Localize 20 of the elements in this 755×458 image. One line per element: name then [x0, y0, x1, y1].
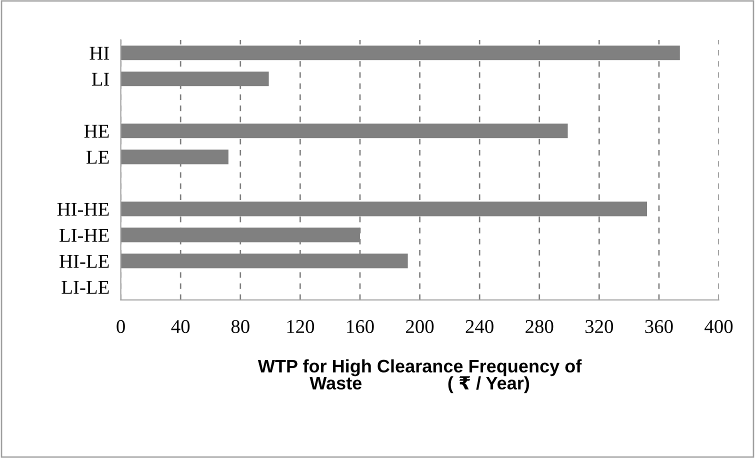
x-axis-title: WTP for High Clearance Frequency of Waste ( ₹ / Year) — [258, 359, 582, 394]
y-tick-label: HI-LE — [60, 254, 109, 268]
y-tick-label: LE — [86, 150, 109, 164]
x-tick-label: 360 — [645, 320, 673, 334]
x-tick-label: 120 — [287, 320, 314, 334]
x-tick-label: 320 — [586, 320, 614, 334]
x-tick-label: 280 — [526, 320, 554, 334]
x-tick-label: 160 — [347, 320, 374, 334]
x-tick-label: 40 — [171, 320, 190, 334]
x-tick-label: 80 — [231, 320, 250, 334]
y-tick-label: LI-HE — [60, 228, 109, 242]
x-tick-label: 240 — [466, 320, 494, 334]
y-tick-label: LI-LE — [62, 280, 109, 294]
y-tick-label: HE — [84, 124, 109, 138]
y-tick-label: HI — [90, 46, 110, 60]
x-tick-label: 400 — [704, 320, 733, 334]
y-tick-label: LI — [92, 72, 110, 86]
y-tick-label: HI-HE — [57, 202, 109, 216]
x-tick-label: 0 — [116, 320, 125, 334]
x-tick-label: 200 — [406, 320, 434, 334]
